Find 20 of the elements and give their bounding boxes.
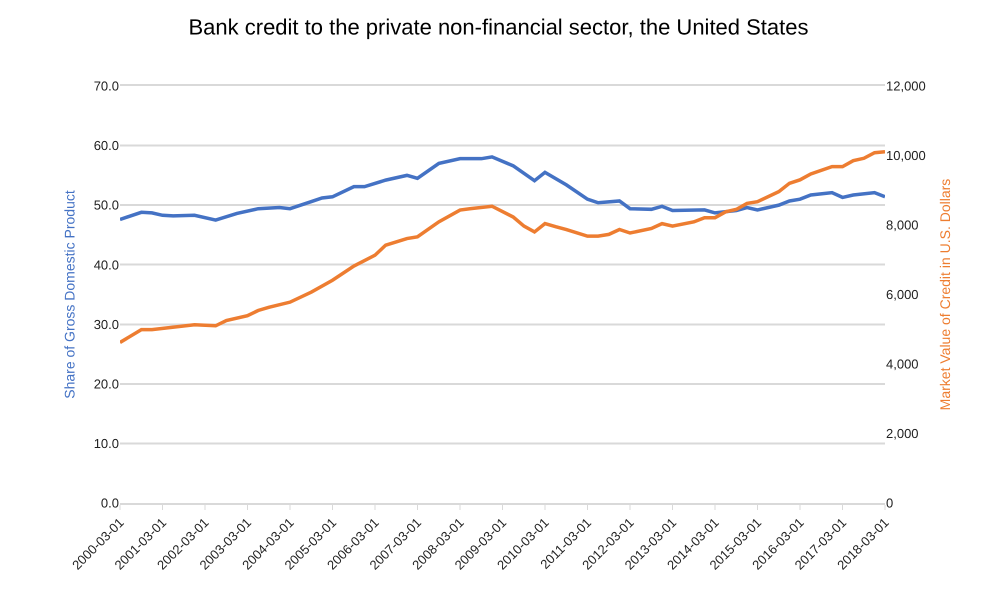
y-tick-label: 20.0	[94, 376, 119, 392]
y2-tick-label: 0	[886, 496, 894, 511]
y-tick-label: 70.0	[94, 78, 119, 94]
y-tick-label: 60.0	[94, 138, 119, 154]
line-series	[120, 155, 885, 222]
y2-tick-label: 2,000	[886, 426, 919, 442]
y2-tick-label: 10,000	[886, 148, 926, 164]
y-tick-label: 10.0	[94, 436, 119, 451]
y2-axis-title: Market Value of Credit in U.S. Dollars	[937, 178, 954, 410]
y2-tick-label: 12,000	[886, 78, 926, 94]
chart-title: Bank credit to the private non-financial sector, the United States	[188, 14, 809, 40]
y2-tick-label: 8,000	[886, 218, 919, 233]
y2-tick-label: 4,000	[886, 356, 919, 372]
line-series	[120, 150, 885, 344]
y2-tick-label: 6,000	[886, 287, 919, 302]
y-tick-label: 40.0	[94, 257, 119, 272]
y-tick-label: 50.0	[94, 198, 119, 213]
y-axis-title: Share of Gross Domestic Product	[61, 190, 78, 399]
y-tick-label: 30.0	[94, 316, 119, 332]
y-tick-label: 0.0	[100, 496, 119, 511]
